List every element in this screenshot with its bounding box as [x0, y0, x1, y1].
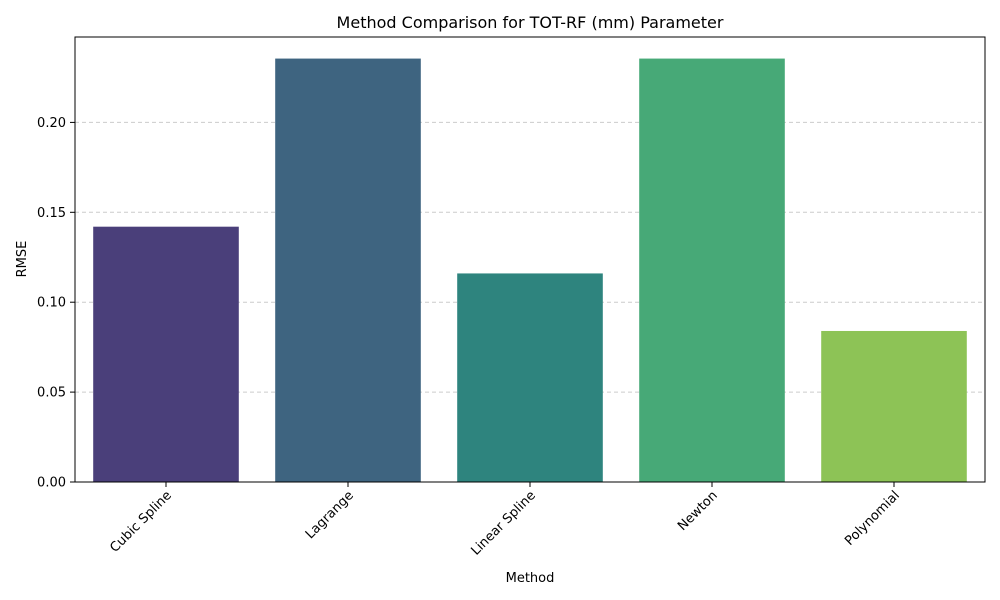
x-tick-label: Cubic Spline: [107, 488, 174, 555]
y-tick-label: 0.10: [37, 296, 66, 311]
y-tick-label: 0.15: [37, 206, 66, 221]
y-tick-label: 0.20: [37, 116, 66, 131]
x-tick-label: Polynomial: [842, 488, 903, 549]
bar-cubic-spline: [93, 226, 239, 482]
bar-lagrange: [275, 58, 421, 483]
y-axis-ticks: 0.00 0.05 0.10 0.15 0.20: [37, 116, 75, 491]
x-tick-label: Linear Spline: [468, 488, 538, 558]
bar-newton: [639, 58, 785, 483]
bar-polynomial: [821, 330, 967, 482]
bars: [93, 58, 967, 483]
x-axis-label: Method: [506, 571, 555, 586]
y-axis-label: RMSE: [15, 241, 30, 278]
y-tick-label: 0.05: [37, 386, 66, 401]
x-axis-ticks: Cubic Spline Lagrange Linear Spline Newton P…: [107, 482, 903, 559]
chart-title: Method Comparison for TOT-RF (mm) Parame…: [337, 13, 724, 32]
x-tick-label: Newton: [675, 488, 721, 534]
y-tick-label: 0.00: [37, 476, 66, 491]
x-tick-label: Lagrange: [303, 488, 357, 542]
bar-linear-spline: [457, 273, 603, 482]
